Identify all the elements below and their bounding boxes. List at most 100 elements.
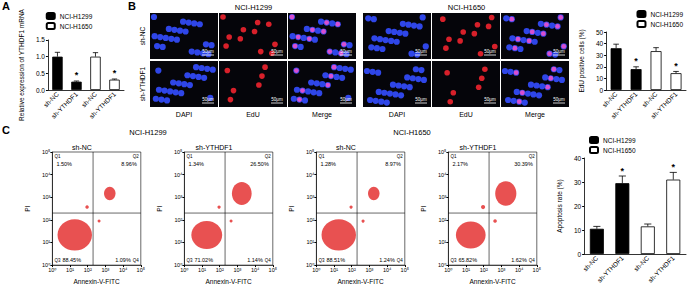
svg-text:NCI-H1299: NCI-H1299 [235, 3, 273, 12]
svg-text:30.39%: 30.39% [514, 161, 533, 167]
svg-text:26.50%: 26.50% [250, 161, 269, 167]
svg-text:8.96%: 8.96% [121, 161, 137, 167]
svg-text:10²: 10² [480, 267, 488, 273]
svg-text:10⁵: 10⁵ [401, 267, 409, 273]
svg-text:8.97%: 8.97% [385, 161, 401, 167]
svg-text:10⁴: 10⁴ [438, 172, 447, 178]
svg-text:sh-NC: sh-NC [336, 144, 356, 151]
svg-text:Q3: Q3 [318, 258, 325, 263]
svg-text:10⁰: 10⁰ [444, 267, 453, 273]
svg-text:PI: PI [24, 205, 31, 211]
svg-text:PI: PI [156, 205, 163, 211]
svg-text:0: 0 [578, 251, 582, 258]
svg-text:71.02%: 71.02% [194, 257, 213, 263]
svg-text:Q3: Q3 [54, 258, 61, 263]
svg-text:10¹: 10¹ [462, 267, 470, 273]
svg-text:Annexin-V-FITC: Annexin-V-FITC [337, 278, 384, 285]
svg-text:sh-YTHDF1: sh-YTHDF1 [139, 66, 146, 101]
svg-text:10⁰: 10⁰ [48, 267, 57, 273]
svg-text:10²: 10² [438, 217, 446, 223]
svg-text:Q2: Q2 [397, 154, 404, 159]
svg-text:88.45%: 88.45% [62, 257, 81, 263]
svg-text:40: 40 [596, 40, 604, 47]
svg-text:sh-NC: sh-NC [72, 144, 92, 151]
svg-text:10²: 10² [216, 267, 224, 273]
svg-text:10²: 10² [348, 267, 356, 273]
svg-text:10⁵: 10⁵ [306, 149, 314, 155]
svg-text:50μm: 50μm [553, 97, 565, 102]
svg-text:NCI-H1650: NCI-H1650 [60, 23, 93, 30]
svg-text:0.0: 0.0 [36, 87, 45, 94]
svg-text:sh-YTHDF1: sh-YTHDF1 [609, 90, 638, 119]
svg-text:Q2: Q2 [529, 154, 536, 159]
svg-text:10⁴: 10⁴ [383, 267, 392, 273]
svg-text:10⁵: 10⁵ [42, 149, 50, 155]
svg-text:10¹: 10¹ [306, 239, 314, 245]
svg-text:EdU positive cells (%): EdU positive cells (%) [578, 29, 586, 92]
svg-text:10⁰: 10⁰ [180, 267, 189, 273]
svg-text:sh-NC: sh-NC [581, 254, 599, 272]
svg-text:10³: 10³ [42, 194, 50, 200]
svg-text:10¹: 10¹ [42, 239, 50, 245]
svg-text:NCI-H1299: NCI-H1299 [603, 137, 636, 144]
svg-text:10: 10 [596, 75, 604, 82]
svg-text:NCI-H1650: NCI-H1650 [650, 21, 683, 28]
svg-text:Annexin-V-FITC: Annexin-V-FITC [73, 278, 120, 285]
svg-text:Apoptosis rate (%): Apoptosis rate (%) [556, 179, 564, 232]
svg-text:50μm: 50μm [202, 97, 214, 102]
svg-text:Q1: Q1 [54, 154, 61, 159]
svg-text:50μm: 50μm [271, 97, 283, 102]
svg-text:2.17%: 2.17% [452, 161, 468, 167]
svg-text:Q3: Q3 [450, 258, 457, 263]
svg-text:40: 40 [574, 155, 582, 162]
svg-text:50μm: 50μm [484, 49, 496, 54]
svg-text:Q4: Q4 [529, 258, 536, 263]
svg-text:50μm: 50μm [415, 97, 427, 102]
svg-text:*: * [113, 68, 117, 78]
svg-text:Q1: Q1 [318, 154, 325, 159]
svg-text:DAPI: DAPI [176, 111, 192, 118]
svg-text:Q4: Q4 [397, 258, 404, 263]
svg-text:*: * [674, 61, 678, 71]
svg-text:sh-YTHDF1: sh-YTHDF1 [88, 90, 117, 119]
svg-text:1.14%: 1.14% [247, 257, 263, 263]
svg-text:sh-NC: sh-NC [641, 90, 659, 108]
svg-text:10³: 10³ [365, 267, 373, 273]
svg-text:10⁵: 10⁵ [174, 149, 182, 155]
svg-text:50: 50 [596, 29, 604, 36]
svg-text:20: 20 [574, 203, 582, 210]
svg-text:sh-YTHDF1: sh-YTHDF1 [196, 144, 233, 151]
svg-text:10⁰: 10⁰ [312, 267, 321, 273]
svg-text:10: 10 [574, 227, 582, 234]
svg-text:50μm: 50μm [415, 49, 427, 54]
svg-text:sh-YTHDF1: sh-YTHDF1 [647, 254, 676, 283]
svg-text:10²: 10² [42, 217, 50, 223]
svg-text:1.24%: 1.24% [379, 257, 395, 263]
svg-text:Q4: Q4 [265, 258, 272, 263]
svg-text:50μm: 50μm [340, 49, 352, 54]
svg-text:10⁴: 10⁴ [42, 172, 51, 178]
svg-text:10⁴: 10⁴ [306, 172, 315, 178]
svg-text:1.50%: 1.50% [56, 161, 72, 167]
svg-text:10¹: 10¹ [66, 267, 74, 273]
svg-text:88.51%: 88.51% [326, 257, 345, 263]
svg-text:10³: 10³ [306, 194, 314, 200]
svg-text:10⁵: 10⁵ [533, 267, 541, 273]
svg-text:Merge: Merge [525, 111, 545, 119]
svg-text:*: * [621, 166, 625, 176]
svg-text:1.62%: 1.62% [511, 257, 527, 263]
svg-text:10¹: 10¹ [438, 239, 446, 245]
svg-text:sh-YTHDF1: sh-YTHDF1 [649, 90, 678, 119]
svg-text:EdU: EdU [246, 111, 260, 118]
svg-text:NCI-H1650: NCI-H1650 [603, 147, 636, 154]
svg-text:Merge: Merge [312, 111, 332, 119]
svg-text:Annexin-V-FITC: Annexin-V-FITC [205, 278, 252, 285]
svg-text:Q1: Q1 [186, 154, 193, 159]
svg-text:10²: 10² [174, 217, 182, 223]
svg-text:10⁴: 10⁴ [251, 267, 260, 273]
svg-text:10¹: 10¹ [174, 239, 182, 245]
svg-text:1.28%: 1.28% [320, 161, 336, 167]
svg-text:*: * [672, 162, 676, 172]
svg-text:50μm: 50μm [340, 97, 352, 102]
svg-text:Q2: Q2 [133, 154, 140, 159]
